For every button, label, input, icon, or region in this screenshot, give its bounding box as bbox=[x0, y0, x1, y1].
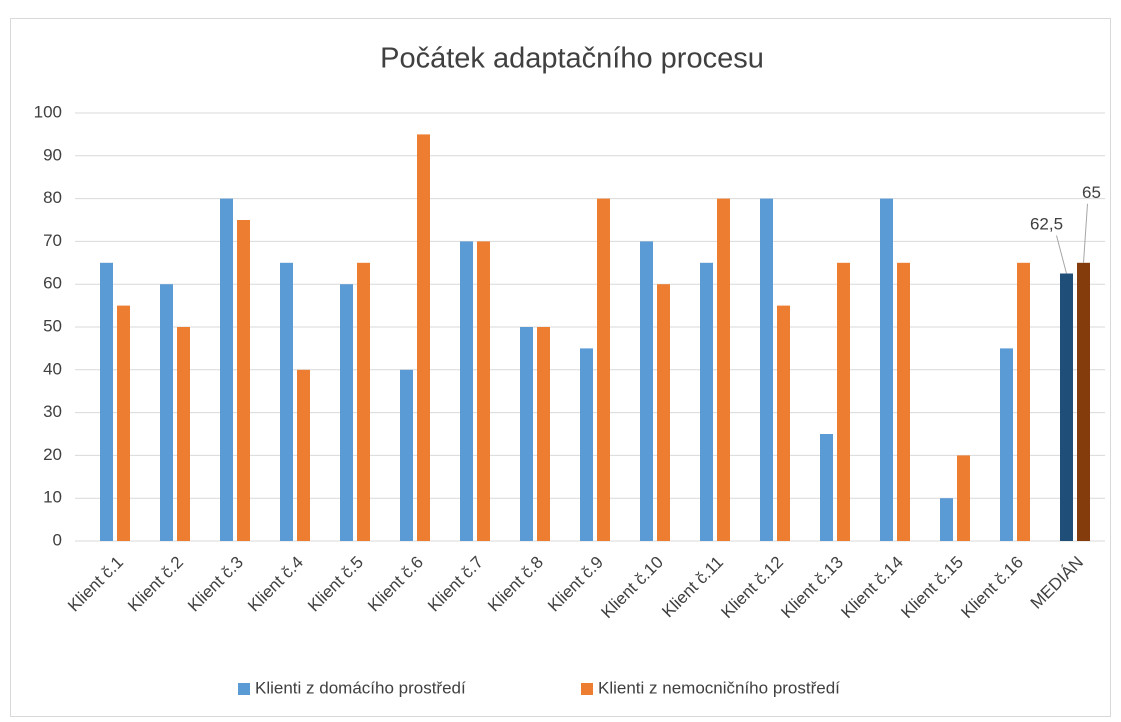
leader-line bbox=[1056, 235, 1067, 274]
bar bbox=[837, 262, 850, 541]
y-tick-label: 80 bbox=[43, 188, 62, 207]
y-tick-label: 100 bbox=[34, 102, 62, 121]
bar bbox=[160, 284, 173, 541]
bar bbox=[1017, 262, 1030, 541]
bar bbox=[477, 241, 490, 541]
bar bbox=[880, 198, 893, 541]
bar bbox=[1000, 348, 1013, 541]
y-tick-label: 10 bbox=[43, 488, 62, 507]
y-tick-label: 60 bbox=[43, 274, 62, 293]
bar bbox=[417, 134, 430, 541]
legend-swatch bbox=[238, 683, 250, 695]
bar bbox=[717, 198, 730, 541]
bar bbox=[640, 241, 653, 541]
chart-border bbox=[10, 18, 1111, 717]
data-label: 65 bbox=[1082, 183, 1101, 202]
bar bbox=[657, 284, 670, 541]
bar bbox=[940, 498, 953, 541]
legend-swatch bbox=[581, 683, 593, 695]
chart-title: Počátek adaptačního procesu bbox=[380, 43, 764, 75]
bar bbox=[357, 262, 370, 541]
bar bbox=[597, 198, 610, 541]
bar bbox=[777, 305, 790, 541]
y-tick-label: 70 bbox=[43, 231, 62, 250]
leader-line bbox=[1083, 203, 1088, 263]
bar bbox=[117, 305, 130, 541]
bar bbox=[820, 434, 833, 541]
bar bbox=[460, 241, 473, 541]
bar bbox=[400, 369, 413, 541]
bar bbox=[297, 369, 310, 541]
data-label: 62,5 bbox=[1030, 215, 1063, 234]
bar bbox=[1077, 262, 1090, 541]
bar bbox=[957, 455, 970, 541]
bar bbox=[220, 198, 233, 541]
y-tick-label: 0 bbox=[53, 530, 62, 549]
bar bbox=[760, 198, 773, 541]
legend-label: Klienti z nemocničního prostředí bbox=[598, 678, 840, 697]
y-tick-label: 90 bbox=[43, 145, 62, 164]
bar bbox=[237, 220, 250, 541]
bar bbox=[580, 348, 593, 541]
bar bbox=[537, 327, 550, 541]
y-tick-label: 50 bbox=[43, 316, 62, 335]
y-tick-label: 30 bbox=[43, 402, 62, 421]
y-tick-label: 40 bbox=[43, 359, 62, 378]
bar bbox=[280, 262, 293, 541]
legend-label: Klienti z domácího prostředí bbox=[255, 678, 466, 697]
bar bbox=[340, 284, 353, 541]
y-tick-label: 20 bbox=[43, 445, 62, 464]
bar bbox=[700, 262, 713, 541]
bar bbox=[520, 327, 533, 541]
bar bbox=[897, 262, 910, 541]
bar bbox=[100, 262, 113, 541]
bar bbox=[1060, 273, 1073, 541]
bar bbox=[177, 327, 190, 541]
